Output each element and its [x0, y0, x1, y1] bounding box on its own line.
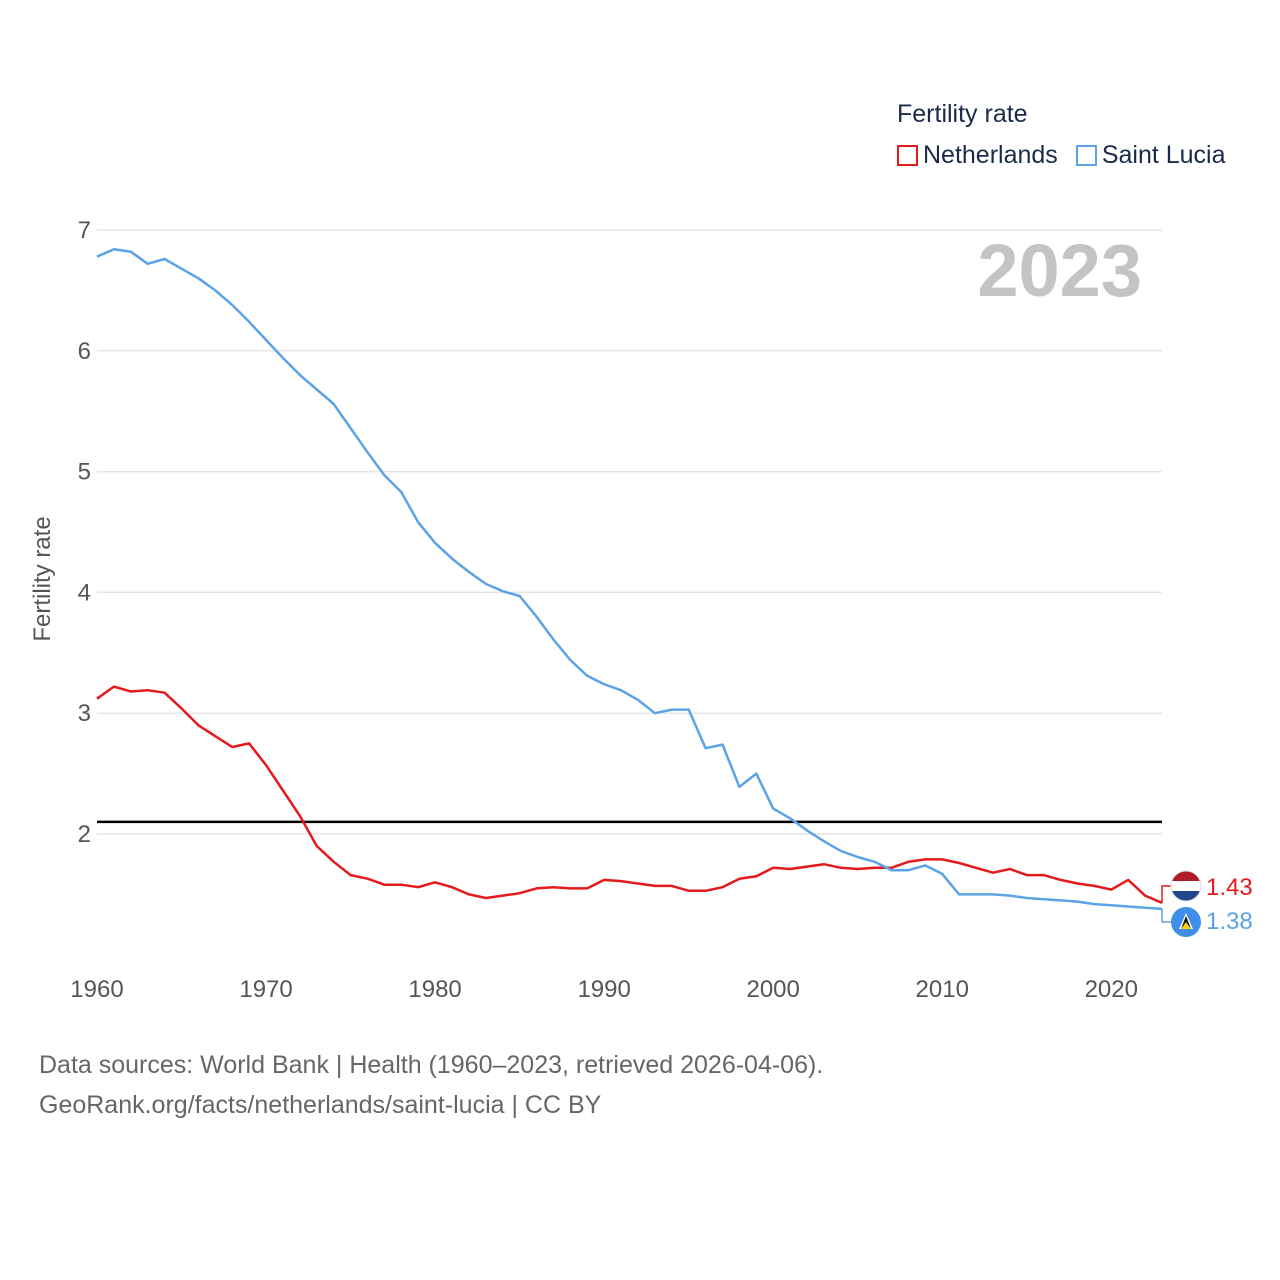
connector-saint-lucia	[1161, 908, 1172, 923]
x-tick-2000: 2000	[746, 976, 799, 1003]
y-tick-6: 6	[78, 338, 91, 365]
series-line-netherlands	[96, 685, 1163, 905]
x-tick-2020: 2020	[1085, 976, 1138, 1003]
legend-label-netherlands: Netherlands	[923, 141, 1058, 169]
x-tick-1990: 1990	[577, 976, 630, 1003]
source-line-2[interactable]: GeoRank.org/facts/netherlands/saint-luci…	[39, 1091, 602, 1119]
legend: Netherlands Saint Lucia	[897, 141, 1244, 170]
source-note: Data sources: World Bank | Health (1960–…	[39, 1045, 823, 1125]
legend-swatch-netherlands	[897, 145, 918, 166]
legend-title: Fertility rate	[897, 100, 1028, 128]
series-line-saint-lucia	[96, 248, 1163, 911]
y-tick-2: 2	[78, 821, 91, 848]
legend-item-saint-lucia[interactable]: Saint Lucia	[1075, 141, 1226, 170]
end-label-saint-lucia: 1.38	[1206, 908, 1253, 935]
x-tick-labels: 1960 1970 1980 1990 2000 2010 2020	[70, 976, 1138, 1003]
y-tick-7: 7	[78, 217, 91, 244]
y-tick-5: 5	[78, 459, 91, 486]
legend-item-netherlands[interactable]: Netherlands	[897, 141, 1058, 170]
x-tick-2010: 2010	[916, 976, 969, 1003]
flag-saint-lucia-icon	[1171, 907, 1201, 937]
year-watermark: 2023	[977, 229, 1142, 312]
grid-lines	[97, 229, 1162, 835]
y-tick-3: 3	[78, 700, 91, 727]
x-tick-1970: 1970	[239, 976, 292, 1003]
y-axis-label: Fertility rate	[29, 516, 56, 642]
x-tick-1980: 1980	[408, 976, 461, 1003]
end-markers: 1.43 1.38	[1161, 870, 1253, 937]
flag-netherlands-icon	[1170, 870, 1202, 902]
y-tick-labels: 2 3 4 5 6 7	[78, 217, 91, 848]
legend-label-saint-lucia: Saint Lucia	[1101, 141, 1226, 169]
x-tick-1960: 1960	[70, 976, 123, 1003]
end-label-netherlands: 1.43	[1206, 874, 1253, 901]
legend-swatch-saint-lucia	[1075, 145, 1097, 166]
series-lines	[96, 248, 1163, 911]
source-line-1: Data sources: World Bank | Health (1960–…	[39, 1051, 824, 1079]
y-tick-4: 4	[78, 579, 91, 606]
connector-netherlands	[1161, 885, 1172, 903]
